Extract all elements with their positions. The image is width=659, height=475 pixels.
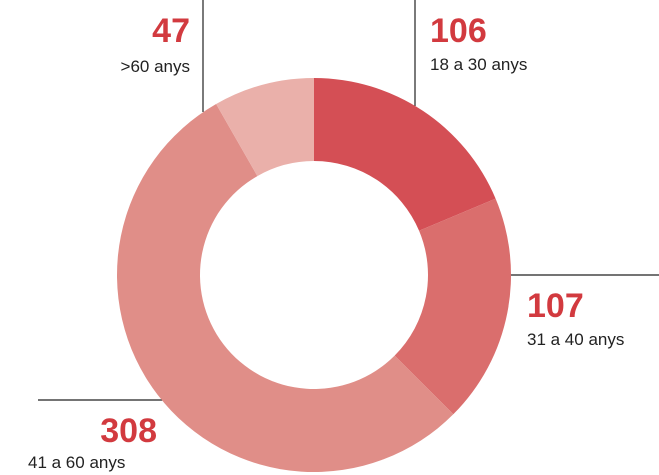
donut-segment [117, 104, 454, 472]
donut-segment [314, 78, 496, 231]
category-label: 31 a 40 anys [527, 330, 624, 349]
value-label: 107 [527, 287, 584, 325]
donut-segment [394, 198, 511, 415]
category-label: 18 a 30 anys [430, 55, 527, 74]
category-label: 41 a 60 anys [28, 453, 125, 472]
donut-segment [216, 78, 314, 177]
category-label: >60 anys [121, 57, 190, 76]
value-label: 106 [430, 12, 487, 50]
value-label: 308 [100, 412, 157, 450]
value-label: 47 [152, 12, 190, 50]
